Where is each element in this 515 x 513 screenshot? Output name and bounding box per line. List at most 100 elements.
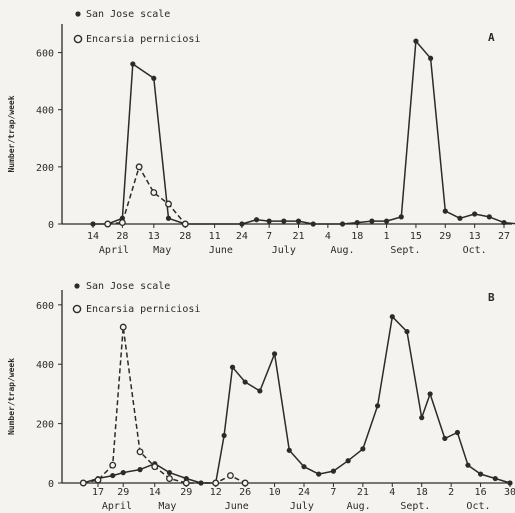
- panel-a-x-tick-label: 21: [292, 231, 304, 242]
- panel-b-x-tick-label: 30: [504, 487, 515, 498]
- panel-a-y-axis-title: Number/trap/week: [7, 95, 16, 172]
- panel-b-x-tick-label: 29: [180, 487, 192, 498]
- panel-b-san-jose-scale-point: [389, 314, 395, 320]
- panel-b-san-jose-scale-point: [166, 470, 173, 476]
- panel-b-encarsia-perniciosi-point: [119, 323, 127, 331]
- panel-a-san-jose-scale-line: [93, 40, 515, 225]
- panel-b-san-jose-scale-point: [316, 471, 322, 477]
- panel-a-san-jose-scale-point: [130, 61, 136, 67]
- panel-b-month-label: Oct.: [466, 501, 490, 512]
- panel-a-month-label: June: [209, 245, 233, 256]
- panel-a-month-label: Aug.: [330, 245, 354, 256]
- panel-a-san-jose-scale-point: [90, 221, 96, 227]
- panel-a-encarsia-perniciosi-point: [104, 220, 112, 228]
- panel-b-x-tick-label: 16: [475, 487, 487, 498]
- panel-a-panel-letter: A: [488, 31, 495, 44]
- panel-a-san-jose-scale-point: [165, 215, 172, 221]
- panel-b-month-label: June: [225, 501, 249, 512]
- panel-b-y-tick-label: 200: [36, 420, 54, 431]
- panel-b-x-tick-label: 17: [92, 487, 104, 498]
- panel-a-legend-marker-open: [73, 34, 83, 44]
- panel-a-san-jose-scale-point: [239, 221, 245, 227]
- panel-a-x-tick-label: 24: [236, 231, 248, 242]
- panel-a-x-tick-label: 28: [116, 231, 128, 242]
- panel-a-san-jose-scale-point: [266, 218, 272, 224]
- panel-a-x-tick-label: 7: [266, 231, 272, 242]
- panel-a-x-tick-label: 15: [410, 231, 422, 242]
- panel-b-san-jose-scale-point: [507, 480, 513, 486]
- panel-b-panel-letter: B: [488, 291, 495, 304]
- panel-a-legend-marker-filled: [75, 11, 81, 17]
- panel-b-san-jose-scale-point: [345, 458, 351, 464]
- panel-b-san-jose-scale-point: [477, 471, 484, 477]
- panel-b-encarsia-perniciosi-point: [226, 472, 234, 480]
- panel-b-legend-entry: San Jose scale: [86, 281, 170, 292]
- panel-b-month-label: May: [158, 501, 176, 512]
- panel-a-encarsia-perniciosi-point: [181, 220, 189, 228]
- panel-b-x-tick-label: 29: [117, 487, 129, 498]
- panel-a-month-label: Sept.: [390, 245, 420, 256]
- panel-b-san-jose-scale-point: [221, 432, 227, 439]
- panel-b-encarsia-perniciosi-line: [83, 326, 246, 484]
- panel-a-y-tick-label: 400: [36, 106, 54, 117]
- panel-b-month-label: Sept.: [400, 501, 430, 512]
- panel-a-legend-entry: Encarsia perniciosi: [86, 34, 200, 45]
- panel-b-y-tick-label: 0: [48, 479, 54, 490]
- panel-b-encarsia-perniciosi-point: [136, 448, 144, 456]
- panel-b-encarsia-perniciosi-point: [94, 476, 102, 484]
- panel-b-san-jose-scale-point: [271, 351, 278, 357]
- panel-b-san-jose-scale-point: [374, 403, 381, 409]
- panel-a-san-jose-scale-point: [398, 214, 404, 220]
- panel-a-x-tick-label: 4: [325, 231, 331, 242]
- panel-b-san-jose-scale-point: [257, 388, 263, 394]
- panel-a-san-jose-scale-point: [281, 218, 287, 224]
- panel-a-san-jose-scale-point: [501, 219, 507, 226]
- panel-a-x-tick-label: 11: [209, 231, 221, 242]
- panel-b-x-tick-label: 4: [389, 487, 395, 498]
- panel-a-san-jose-scale-point: [339, 221, 346, 227]
- panel-a-san-jose-scale-point: [253, 217, 260, 223]
- panel-b-x-tick-label: 12: [210, 487, 222, 498]
- panel-b-x-tick-label: 7: [330, 487, 336, 498]
- panel-a-month-label: July: [272, 245, 296, 256]
- panel-a-san-jose-scale-point: [472, 211, 478, 217]
- panel-b-month-label: Aug.: [347, 501, 371, 512]
- panel-b-y-axis-title: Number/trap/week: [7, 358, 16, 435]
- panel-a-san-jose-scale-point: [457, 215, 463, 221]
- panel-a-encarsia-perniciosi-point: [118, 219, 126, 227]
- panel-b-y-tick-label: 600: [36, 301, 54, 312]
- panel-a-encarsia-perniciosi-line: [107, 166, 186, 225]
- panel-a-month-label: May: [153, 245, 171, 256]
- panel-a-san-jose-scale-point: [354, 219, 360, 226]
- panel-a-encarsia-perniciosi-point: [135, 163, 143, 171]
- panel-b-san-jose-scale-point: [404, 328, 410, 335]
- panel-b-encarsia-perniciosi-point: [182, 479, 190, 487]
- panel-b-san-jose-scale-point: [427, 391, 433, 397]
- panel-a-san-jose-scale-point: [310, 221, 316, 227]
- panel-a-san-jose-scale-point: [486, 214, 492, 220]
- panel-b-san-jose-scale-point: [137, 467, 143, 473]
- panel-a-san-jose-scale-point: [442, 208, 448, 214]
- panel-a-encarsia-perniciosi-point: [150, 189, 158, 197]
- panel-a-x-tick-label: 28: [179, 231, 191, 242]
- panel-a-y-tick-label: 600: [36, 49, 54, 60]
- panel-b-encarsia-perniciosi-point: [166, 475, 173, 482]
- panel-b-san-jose-scale-point: [229, 364, 236, 370]
- panel-a-x-tick-label: 14: [87, 231, 99, 242]
- panel-b-encarsia-perniciosi-point: [109, 461, 117, 469]
- panel-b-month-label: July: [290, 501, 314, 512]
- panel-b-x-tick-label: 26: [239, 487, 251, 498]
- panel-b-x-tick-label: 2: [448, 487, 454, 498]
- panel-a-y-tick-label: 0: [48, 220, 54, 231]
- panel-b-san-jose-scale-point: [360, 446, 366, 452]
- panel-a-san-jose-scale-point: [428, 55, 434, 61]
- panel-a-legend-entry: San Jose scale: [86, 9, 170, 20]
- panel-a-month-label: Oct.: [463, 245, 487, 256]
- panel-b-san-jose-scale-point: [301, 464, 307, 470]
- panel-a-san-jose-scale-point: [369, 218, 375, 224]
- panel-b-legend-marker-open: [72, 304, 82, 314]
- panel-b-x-tick-label: 10: [269, 487, 281, 498]
- panel-a-san-jose-scale-point: [295, 218, 302, 224]
- panel-a-x-tick-label: 27: [498, 231, 510, 242]
